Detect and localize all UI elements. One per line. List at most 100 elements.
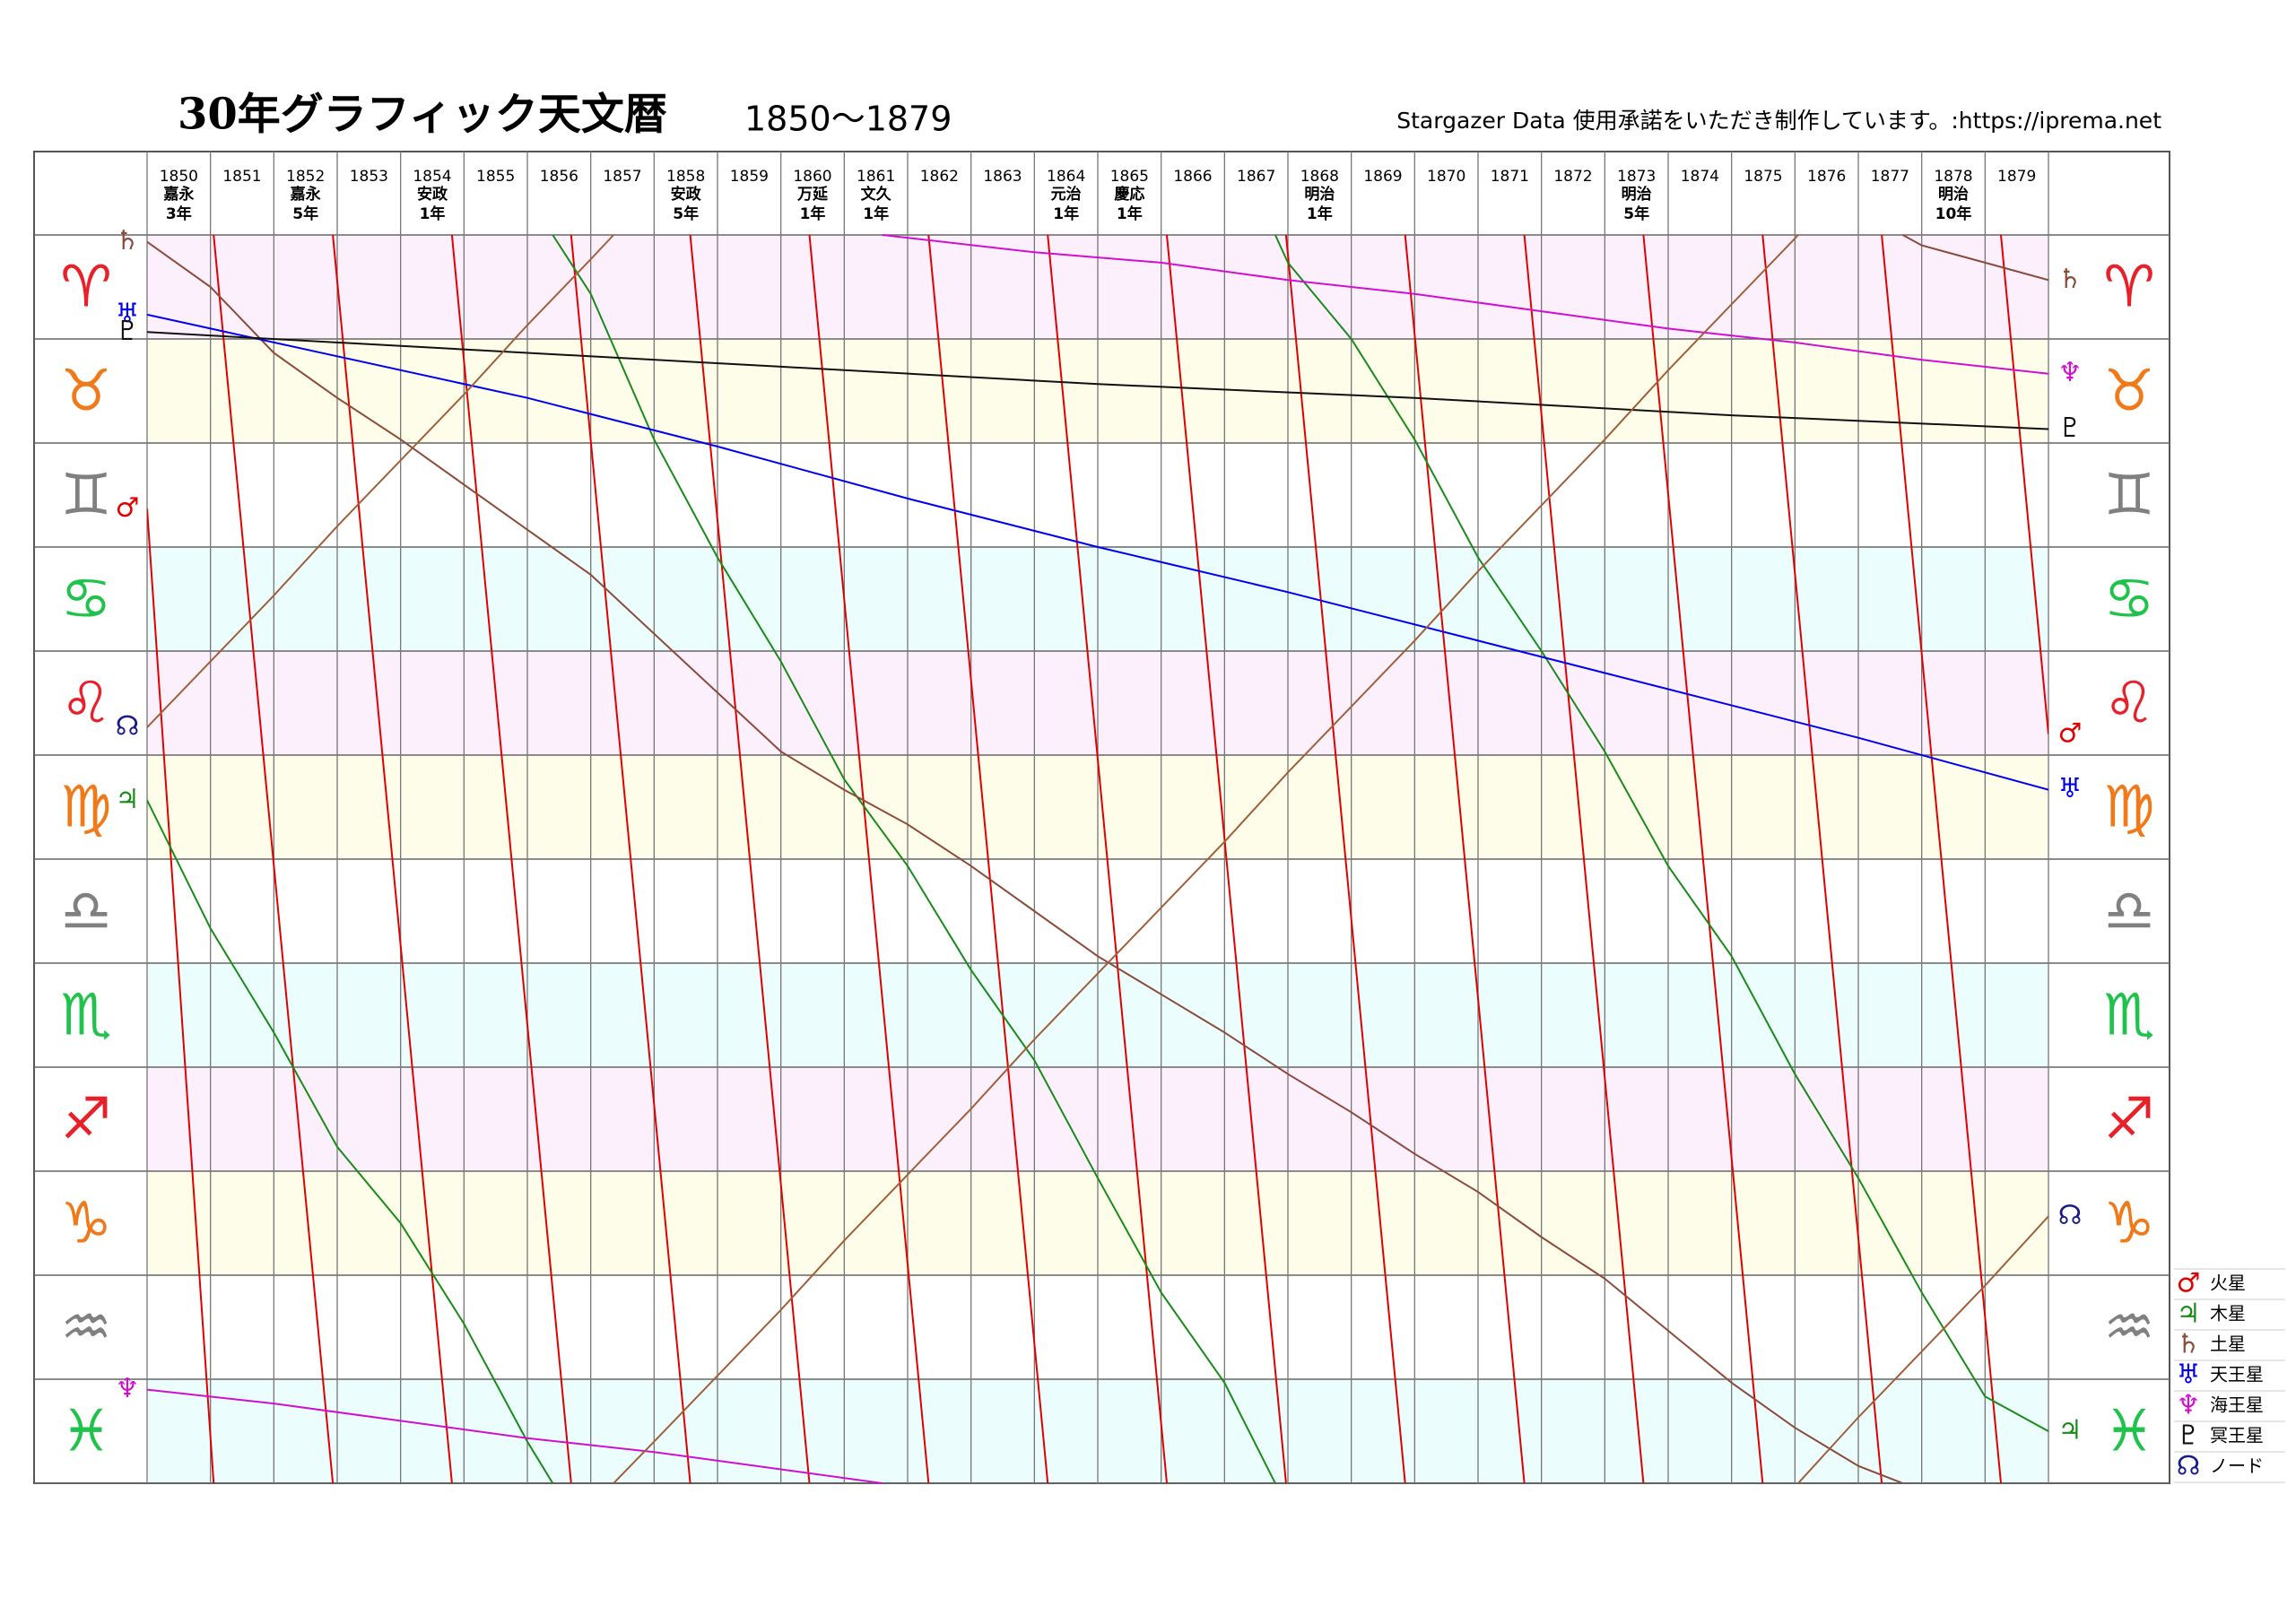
era-name: 明治 bbox=[1622, 185, 1652, 204]
x-tick-label: 1868 bbox=[1300, 168, 1339, 186]
era-year: 1年 bbox=[1117, 204, 1143, 223]
era-year: 1年 bbox=[863, 204, 889, 223]
zodiac-sign: ♏ bbox=[60, 983, 111, 1049]
planet-label: ♂ bbox=[2058, 717, 2083, 749]
era-name: 嘉永 bbox=[162, 185, 194, 204]
era-name: 明治 bbox=[1938, 185, 1969, 204]
planet-label: ♅ bbox=[116, 298, 140, 329]
era-name: 万延 bbox=[796, 185, 829, 204]
planet-line bbox=[147, 234, 2048, 1484]
zodiac-sign: ♊ bbox=[60, 463, 111, 529]
legend-symbol: ♃ bbox=[2177, 1299, 2201, 1330]
planet-label: ♂ bbox=[116, 492, 140, 524]
planet-label: ♇ bbox=[2058, 413, 2083, 444]
x-tick-label: 1873 bbox=[1617, 168, 1656, 186]
zodiac-sign: ♌ bbox=[2103, 671, 2154, 737]
era-year: 10年 bbox=[1935, 204, 1972, 223]
x-tick-label: 1855 bbox=[476, 168, 515, 186]
x-tick-label: 1853 bbox=[350, 168, 388, 186]
era-year: 5年 bbox=[673, 204, 699, 223]
planet-label: ♆ bbox=[116, 1373, 140, 1404]
x-tick-label: 1865 bbox=[1110, 168, 1149, 186]
x-tick-label: 1863 bbox=[983, 168, 1022, 186]
chart-subtitle: 1850〜1879 bbox=[744, 100, 952, 139]
legend-symbol: ♂ bbox=[2177, 1268, 2201, 1299]
legend-symbol: ♄ bbox=[2177, 1329, 2201, 1360]
era-name: 慶応 bbox=[1114, 185, 1144, 204]
era-year: 1年 bbox=[1307, 204, 1333, 223]
zodiac-sign: ♎ bbox=[60, 879, 111, 945]
x-tick-label: 1874 bbox=[1681, 168, 1719, 186]
zodiac-sign: ♊ bbox=[2103, 463, 2154, 529]
x-tick-label: 1854 bbox=[413, 168, 451, 186]
x-tick-label: 1871 bbox=[1491, 168, 1529, 186]
planet-label: ♄ bbox=[2058, 264, 2083, 295]
x-tick-label: 1867 bbox=[1237, 168, 1275, 186]
legend-symbol: ☊ bbox=[2177, 1451, 2201, 1482]
zodiac-sign: ♈ bbox=[60, 255, 111, 321]
planet-label: ♆ bbox=[2058, 357, 2083, 388]
zodiac-sign: ♉ bbox=[60, 359, 111, 425]
planet-label: ♇ bbox=[116, 316, 140, 347]
zodiac-sign: ♑ bbox=[60, 1191, 111, 1257]
planet-label: ♃ bbox=[2058, 1415, 2083, 1446]
zodiac-sign: ♍ bbox=[60, 775, 111, 841]
x-tick-label: 1866 bbox=[1173, 168, 1212, 186]
zodiac-sign: ♏ bbox=[2103, 983, 2154, 1049]
plot-area bbox=[147, 234, 2048, 1484]
era-year: 5年 bbox=[1623, 204, 1649, 223]
x-tick-label: 1878 bbox=[1934, 168, 1972, 186]
x-tick-label: 1872 bbox=[1553, 168, 1592, 186]
planet-line bbox=[147, 331, 2048, 430]
era-year: 1年 bbox=[1053, 204, 1079, 223]
x-tick-label: 1859 bbox=[730, 168, 769, 186]
legend-symbol: ♇ bbox=[2177, 1420, 2201, 1452]
x-tick-label: 1856 bbox=[540, 168, 578, 186]
x-tick-label: 1864 bbox=[1047, 168, 1085, 186]
legend-label: 冥王星 bbox=[2210, 1425, 2264, 1446]
era-year: 5年 bbox=[292, 204, 318, 223]
zodiac-sign: ♒ bbox=[2103, 1295, 2154, 1361]
legend-symbol: ♅ bbox=[2177, 1359, 2201, 1391]
zodiac-sign: ♋ bbox=[60, 567, 111, 633]
planet-line bbox=[147, 234, 2048, 1484]
era-name: 安政 bbox=[671, 185, 702, 204]
x-tick-label: 1870 bbox=[1427, 168, 1465, 186]
zodiac-sign: ♍ bbox=[2103, 775, 2154, 841]
x-tick-label: 1862 bbox=[920, 168, 959, 186]
planet-label: ☊ bbox=[116, 711, 140, 743]
planet-label: ♄ bbox=[116, 225, 140, 256]
zodiac-sign: ♓ bbox=[2103, 1399, 2154, 1465]
planet-line bbox=[147, 234, 2048, 1484]
era-year: 1年 bbox=[420, 204, 446, 223]
legend-label: 海王星 bbox=[2210, 1394, 2264, 1416]
x-tick-label: 1851 bbox=[222, 168, 261, 186]
zodiac-sign: ♓ bbox=[60, 1399, 111, 1465]
zodiac-sign: ♎ bbox=[2103, 879, 2154, 945]
legend-label: 火星 bbox=[2210, 1273, 2246, 1294]
era-name: 明治 bbox=[1304, 185, 1335, 204]
zodiac-sign: ♋ bbox=[2103, 567, 2154, 633]
planet-label: ♃ bbox=[116, 784, 140, 815]
legend-label: ノード bbox=[2210, 1455, 2264, 1477]
x-tick-label: 1860 bbox=[793, 168, 831, 186]
zodiac-sign: ♐ bbox=[60, 1087, 111, 1153]
era-name: 嘉永 bbox=[290, 185, 321, 204]
planet-line bbox=[147, 234, 2048, 1484]
planet-line bbox=[147, 234, 2048, 1484]
planet-line bbox=[147, 313, 2048, 791]
zodiac-sign: ♌ bbox=[60, 671, 111, 737]
x-tick-label: 1876 bbox=[1807, 168, 1846, 186]
x-tick-label: 1857 bbox=[603, 168, 641, 186]
zodiac-sign: ♑ bbox=[2103, 1191, 2154, 1257]
zodiac-sign: ♈ bbox=[2103, 255, 2154, 321]
x-tick-label: 1869 bbox=[1363, 168, 1402, 186]
era-name: 安政 bbox=[417, 185, 448, 204]
x-tick-label: 1858 bbox=[666, 168, 705, 186]
era-year: 3年 bbox=[166, 204, 192, 223]
zodiac-sign: ♉ bbox=[2103, 359, 2154, 425]
era-name: 元治 bbox=[1051, 185, 1082, 204]
planet-label: ☊ bbox=[2058, 1200, 2083, 1231]
legend-label: 土星 bbox=[2210, 1333, 2246, 1355]
